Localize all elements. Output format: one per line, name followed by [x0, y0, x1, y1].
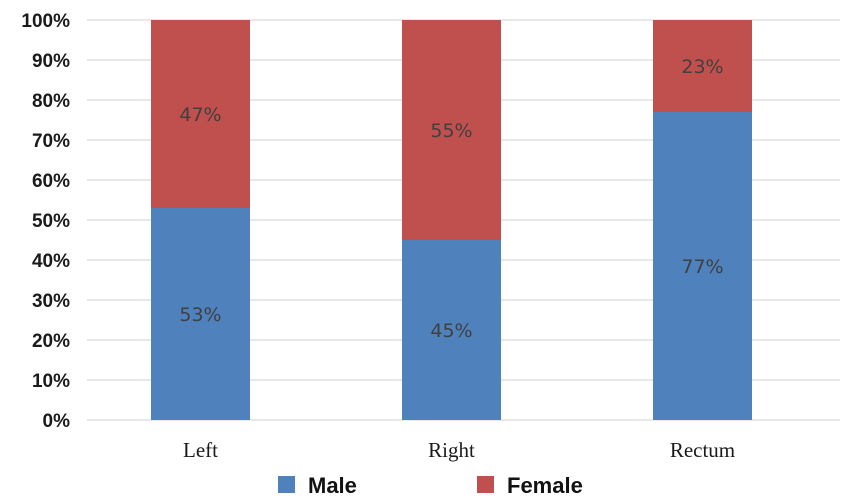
- bar-female-rectum: [653, 20, 752, 112]
- bar-male-right: [402, 240, 501, 420]
- y-tick-label: 30%: [32, 291, 70, 312]
- legend-label: Female: [507, 473, 583, 498]
- y-tick-label: 20%: [32, 331, 70, 352]
- bar-male-rectum: [653, 112, 752, 420]
- bar-female-right: [402, 20, 501, 240]
- data-label: 47%: [179, 104, 221, 126]
- x-tick-label: Left: [183, 438, 218, 462]
- y-tick-label: 90%: [32, 51, 70, 72]
- y-tick-label: 50%: [32, 211, 70, 232]
- data-label: 23%: [681, 56, 723, 78]
- data-label: 77%: [681, 256, 723, 278]
- x-axis-ticks: Left Right Rectum: [183, 438, 735, 462]
- data-labels: 53% 47% 45% 55% 77% 23%: [179, 56, 723, 342]
- y-tick-label: 60%: [32, 171, 70, 192]
- y-tick-label: 40%: [32, 251, 70, 272]
- y-axis-ticks: 0% 10% 20% 30% 40% 50% 60% 70% 80% 90% 100%: [21, 11, 70, 432]
- bars: [151, 20, 752, 420]
- legend-swatch-female: [477, 476, 494, 493]
- data-label: 55%: [430, 120, 472, 142]
- y-tick-label: 80%: [32, 91, 70, 112]
- legend-label: Male: [308, 473, 357, 498]
- data-label: 53%: [179, 304, 221, 326]
- bar-female-left: [151, 20, 250, 208]
- x-tick-label: Rectum: [670, 438, 735, 462]
- y-tick-label: 100%: [21, 11, 70, 32]
- y-tick-label: 70%: [32, 131, 70, 152]
- bar-male-left: [151, 208, 250, 420]
- data-label: 45%: [430, 320, 472, 342]
- x-tick-label: Right: [428, 438, 475, 462]
- y-tick-label: 0%: [43, 411, 71, 432]
- legend-swatch-male: [278, 476, 295, 493]
- legend: Male Female: [278, 473, 583, 498]
- y-tick-label: 10%: [32, 371, 70, 392]
